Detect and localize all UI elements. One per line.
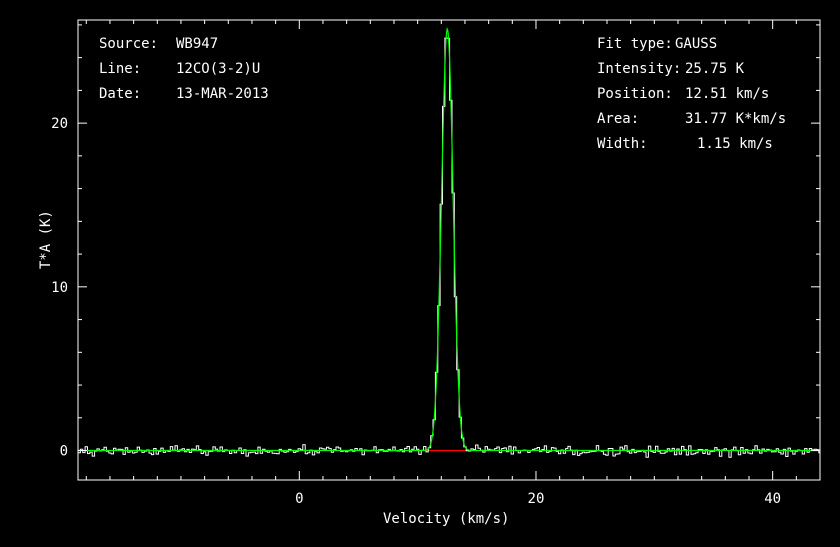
source-value: WB947 bbox=[176, 36, 219, 52]
line-label: Line: bbox=[99, 61, 142, 77]
area-label: Area: bbox=[597, 111, 640, 127]
width-value: 1.15 km/s bbox=[697, 136, 773, 152]
y-tick-label: 10 bbox=[51, 280, 68, 296]
intensity-label: Intensity: bbox=[597, 61, 682, 77]
date-value: 13-MAR-2013 bbox=[176, 86, 269, 102]
source-label: Source: bbox=[99, 36, 159, 52]
y-axis-title: T*A (K) bbox=[22, 210, 54, 286]
axis-ticks: 0 20 40 0 10 20 bbox=[51, 20, 821, 507]
x-axis-title: Velocity (km/s) bbox=[383, 511, 510, 527]
fit-type-value: GAUSS bbox=[675, 36, 718, 52]
area-value: 31.77 K*km/s bbox=[685, 111, 787, 127]
x-tick-label: 0 bbox=[295, 491, 303, 507]
line-value: 12CO(3-2)U bbox=[176, 61, 261, 77]
gaussian-fit-curve bbox=[78, 27, 820, 452]
gaussian-fit-line bbox=[78, 27, 820, 452]
plot-frame bbox=[77, 19, 821, 481]
y-tick-label: 20 bbox=[51, 116, 68, 132]
x-tick-label: 20 bbox=[528, 491, 545, 507]
fit-type-label: Fit type: bbox=[597, 36, 673, 52]
y-axis-title-text: T*A (K) bbox=[38, 210, 54, 270]
date-label: Date: bbox=[99, 86, 142, 102]
x-tick-label: 40 bbox=[764, 491, 781, 507]
y-tick-label: 0 bbox=[60, 444, 68, 460]
intensity-value: 25.75 K bbox=[685, 61, 745, 77]
position-label: Position: bbox=[597, 86, 673, 102]
position-value: 12.51 km/s bbox=[685, 86, 770, 102]
width-label: Width: bbox=[597, 136, 648, 152]
